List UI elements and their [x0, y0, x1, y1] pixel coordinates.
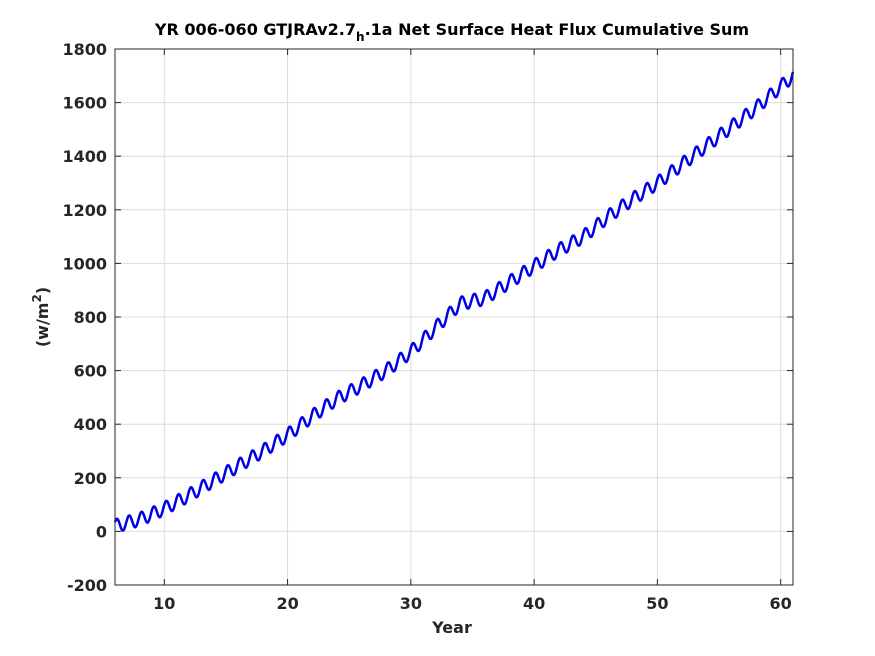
x-tick-label: 60 [770, 594, 792, 613]
y-tick-label: 1600 [62, 94, 107, 113]
y-tick-label: 1200 [62, 201, 107, 220]
x-tick-label: 10 [153, 594, 175, 613]
y-tick-label: 400 [74, 415, 107, 434]
series-layer [113, 71, 795, 532]
y-tick-label: 200 [74, 469, 107, 488]
x-axis-label: Year [431, 618, 472, 637]
y-tick-label: 800 [74, 308, 107, 327]
x-tick-label: 40 [523, 594, 545, 613]
y-tick-label: 1400 [62, 147, 107, 166]
chart-title: YR 006-060 GTJRAv2.7h.1a Net Surface Hea… [154, 20, 749, 44]
grid [115, 48, 793, 586]
series-line [113, 71, 795, 532]
y-tick-label: -200 [67, 576, 107, 595]
y-tick-label: 0 [96, 522, 107, 541]
y-tick-label: 1800 [62, 40, 107, 59]
x-tick-label: 30 [400, 594, 422, 613]
x-tick-label: 20 [276, 594, 298, 613]
axis-ticks: 10 20 30 40 50 60 -200 0 200 400 600 800 1000 1200 140… [62, 40, 793, 613]
y-axis-label: (w/m2) [30, 287, 52, 347]
y-tick-label: 1000 [62, 254, 107, 273]
plot-frame [114, 48, 794, 586]
y-tick-label: 600 [74, 362, 107, 381]
x-tick-label: 50 [646, 594, 668, 613]
